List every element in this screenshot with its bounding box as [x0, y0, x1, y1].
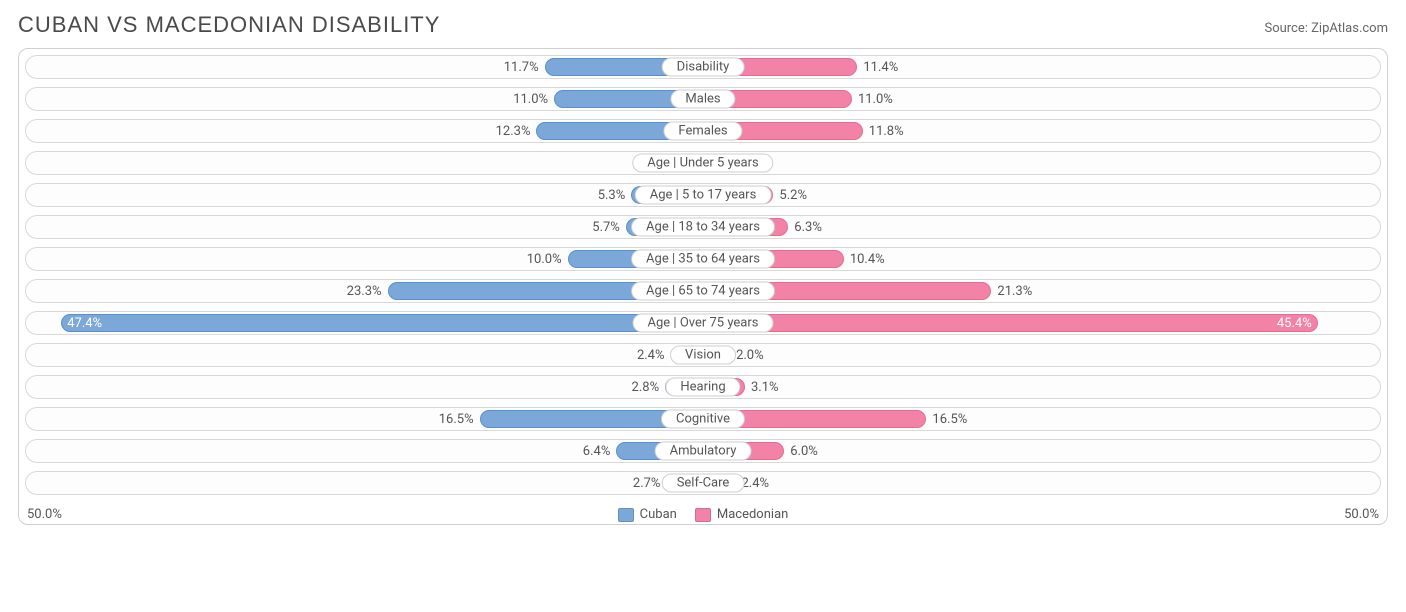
bar-right	[703, 314, 1318, 332]
value-left: 5.7%	[592, 216, 626, 238]
category-label: Ambulatory	[655, 442, 752, 461]
legend-item-left: Cuban	[618, 507, 677, 522]
category-label: Females	[663, 122, 742, 141]
source-site: ZipAtlas.com	[1311, 21, 1388, 36]
data-row: 11.7% 11.4% Disability	[25, 55, 1381, 79]
value-right: 45.4%	[1277, 312, 1318, 334]
value-left: 11.0%	[513, 88, 554, 110]
value-left: 12.3%	[496, 120, 537, 142]
category-label: Disability	[662, 58, 745, 77]
category-label: Cognitive	[661, 410, 745, 429]
data-row: 10.0% 10.4% Age | 35 to 64 years	[25, 247, 1381, 271]
axis-left-max: 50.0%	[27, 507, 62, 522]
value-right: 21.3%	[991, 280, 1032, 302]
category-label: Age | Over 75 years	[633, 314, 774, 333]
category-label: Hearing	[665, 378, 740, 397]
chart-footer: 50.0% Cuban Macedonian 50.0%	[25, 503, 1381, 522]
source-prefix: Source:	[1264, 21, 1311, 36]
value-left: 2.4%	[637, 344, 671, 366]
value-right: 11.8%	[863, 120, 904, 142]
data-row: 11.0% 11.0% Males	[25, 87, 1381, 111]
value-right: 16.5%	[926, 408, 967, 430]
value-right: 5.2%	[773, 184, 807, 206]
value-left: 10.0%	[527, 248, 568, 270]
value-right: 11.4%	[857, 56, 898, 78]
chart-header: CUBAN VS MACEDONIAN DISABILITY Source: Z…	[18, 12, 1388, 38]
axis-right-max: 50.0%	[1344, 507, 1379, 522]
bar-left	[61, 314, 703, 332]
category-label: Self-Care	[662, 474, 745, 493]
data-row: 5.3% 5.2%Age | 5 to 17 years	[25, 183, 1381, 207]
category-label: Age | 35 to 64 years	[631, 250, 775, 269]
value-left: 16.5%	[439, 408, 480, 430]
category-label: Age | 65 to 74 years	[631, 282, 775, 301]
data-row: 2.7%2.4%Self-Care	[25, 471, 1381, 495]
data-row: 12.3% 11.8% Females	[25, 119, 1381, 143]
value-left: 23.3%	[347, 280, 388, 302]
category-label: Age | 18 to 34 years	[631, 218, 775, 237]
value-right: 11.0%	[852, 88, 893, 110]
data-row: 23.3% 21.3% Age | 65 to 74 years	[25, 279, 1381, 303]
data-row: 5.7% 6.3% Age | 18 to 34 years	[25, 215, 1381, 239]
value-left: 5.3%	[598, 184, 632, 206]
source-attribution: Source: ZipAtlas.com	[1264, 21, 1388, 36]
value-right: 10.4%	[844, 248, 885, 270]
legend-label-left: Cuban	[640, 507, 677, 522]
category-label: Vision	[670, 346, 736, 365]
data-row: 47.4% 45.4% Age | Over 75 years	[25, 311, 1381, 335]
legend-swatch-left	[618, 508, 634, 522]
data-row: 6.4% 6.0% Ambulatory	[25, 439, 1381, 463]
value-right: 6.0%	[784, 440, 818, 462]
value-left: 2.8%	[632, 376, 666, 398]
category-label: Males	[670, 90, 735, 109]
legend-label-right: Macedonian	[717, 507, 788, 522]
value-left: 6.4%	[583, 440, 617, 462]
value-right: 6.3%	[788, 216, 822, 238]
value-left: 11.7%	[504, 56, 545, 78]
value-left: 47.4%	[61, 312, 102, 334]
legend: Cuban Macedonian	[618, 507, 789, 522]
data-row: 16.5% 16.5% Cognitive	[25, 407, 1381, 431]
chart-title: CUBAN VS MACEDONIAN DISABILITY	[18, 12, 440, 38]
legend-swatch-right	[695, 508, 711, 522]
diverging-bar-chart: 11.7% 11.4% Disability 11.0% 11.0% Males 12.3%…	[18, 48, 1388, 525]
legend-item-right: Macedonian	[695, 507, 788, 522]
category-label: Age | Under 5 years	[632, 154, 773, 173]
category-label: Age | 5 to 17 years	[635, 186, 772, 205]
value-right: 3.1%	[745, 376, 779, 398]
data-row: 2.8% 3.1% Hearing	[25, 375, 1381, 399]
data-row: 1.2%1.2%Age | Under 5 years	[25, 151, 1381, 175]
data-row: 2.4%2.0%Vision	[25, 343, 1381, 367]
